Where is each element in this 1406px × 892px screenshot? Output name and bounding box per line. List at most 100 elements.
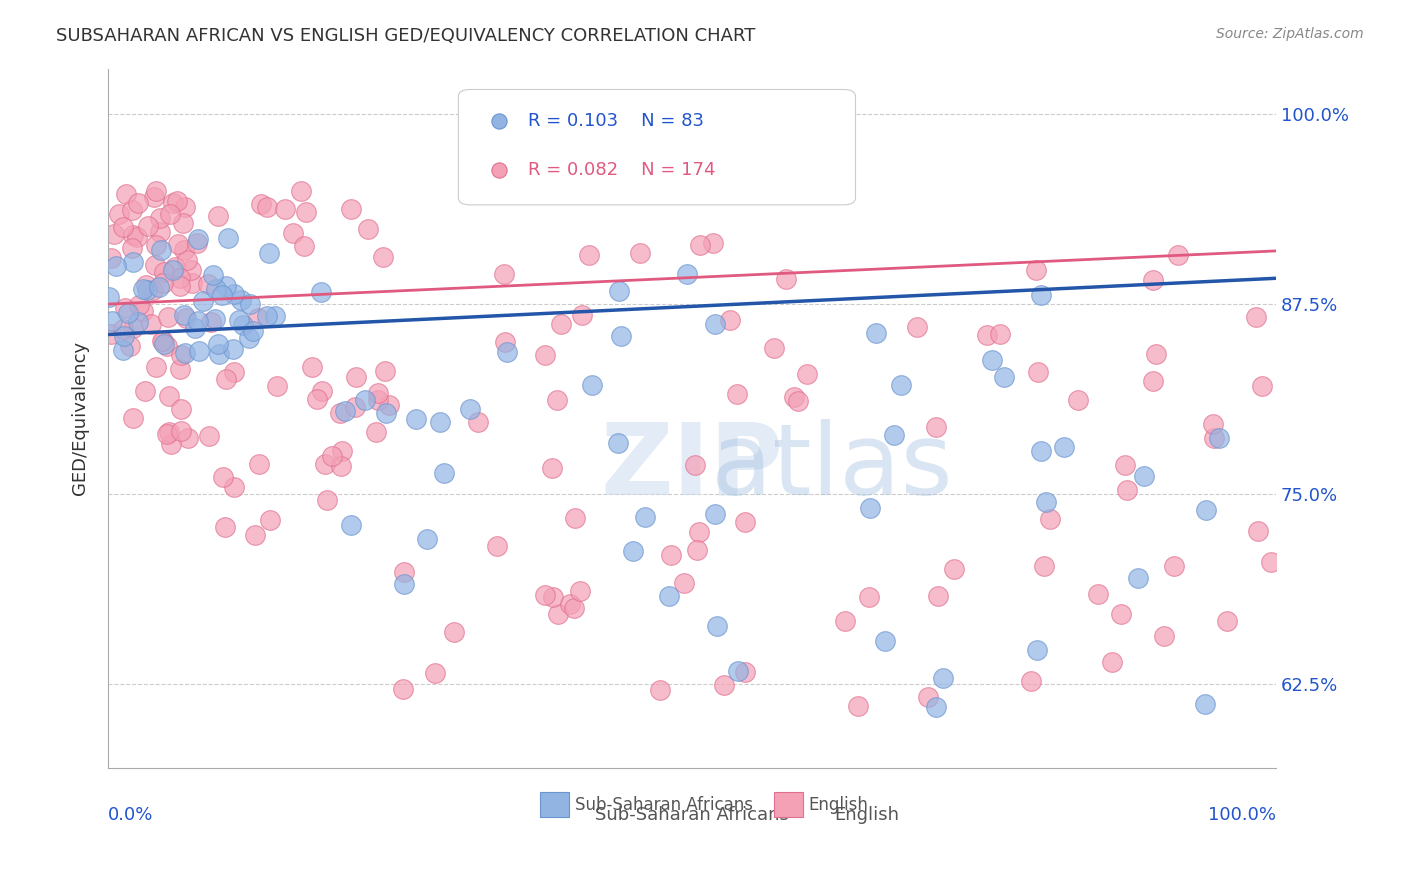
- Point: [607, 436, 630, 450]
- Point: [115, 186, 138, 201]
- Point: [467, 415, 489, 429]
- Point: [1019, 674, 1042, 689]
- Point: [1101, 655, 1123, 669]
- Point: [149, 243, 172, 257]
- Point: [688, 525, 710, 540]
- Point: [562, 600, 585, 615]
- Point: [685, 458, 707, 473]
- Point: [488, 221, 510, 235]
- Point: [222, 342, 245, 356]
- Point: [301, 360, 323, 375]
- Point: [315, 493, 337, 508]
- Point: [423, 665, 446, 680]
- Point: [174, 346, 197, 360]
- Point: [162, 263, 184, 277]
- Point: [165, 260, 187, 274]
- Point: [314, 457, 336, 471]
- Point: [259, 514, 281, 528]
- Point: [247, 458, 270, 472]
- Point: [364, 425, 387, 439]
- Point: [344, 369, 367, 384]
- Point: [932, 671, 955, 685]
- Point: [176, 252, 198, 267]
- Point: [142, 283, 165, 297]
- Point: [264, 309, 287, 323]
- Point: [834, 615, 856, 629]
- Point: [207, 210, 229, 224]
- Point: [443, 625, 465, 640]
- Point: [1142, 374, 1164, 388]
- Point: [197, 277, 219, 292]
- Point: [127, 195, 149, 210]
- Point: [184, 321, 207, 335]
- Point: [988, 326, 1011, 341]
- Point: [718, 313, 741, 327]
- Point: [883, 428, 905, 442]
- Point: [191, 293, 214, 308]
- Point: [993, 370, 1015, 384]
- Point: [1039, 512, 1062, 526]
- Point: [215, 279, 238, 293]
- Point: [159, 207, 181, 221]
- Point: [180, 263, 202, 277]
- Point: [1033, 558, 1056, 573]
- Point: [763, 342, 786, 356]
- Point: [1201, 417, 1223, 431]
- Point: [623, 544, 645, 558]
- Point: [706, 619, 728, 633]
- Point: [1025, 643, 1047, 657]
- Point: [569, 584, 592, 599]
- Point: [214, 372, 236, 386]
- Point: [492, 267, 515, 281]
- Point: [1216, 614, 1239, 628]
- Point: [152, 334, 174, 349]
- Bar: [773, 792, 803, 817]
- Point: [169, 362, 191, 376]
- Point: [927, 589, 949, 603]
- Point: [796, 367, 818, 381]
- Point: [208, 347, 231, 361]
- Point: [152, 334, 174, 348]
- Point: [1167, 248, 1189, 262]
- Point: [727, 664, 749, 678]
- Point: [571, 309, 593, 323]
- Point: [97, 290, 120, 304]
- Point: [578, 248, 600, 262]
- Point: [243, 527, 266, 541]
- Point: [134, 384, 156, 399]
- Point: [155, 426, 177, 441]
- Point: [122, 255, 145, 269]
- Point: [433, 466, 456, 480]
- Point: [1114, 458, 1136, 472]
- Point: [122, 411, 145, 425]
- Point: [246, 311, 269, 326]
- Point: [875, 634, 897, 648]
- Point: [676, 267, 699, 281]
- Point: [145, 184, 167, 198]
- Point: [256, 310, 278, 324]
- Point: [127, 315, 149, 329]
- Point: [1153, 629, 1175, 643]
- Point: [392, 682, 415, 697]
- Point: [378, 398, 401, 412]
- Point: [943, 561, 966, 575]
- Point: [162, 195, 184, 210]
- Point: [173, 308, 195, 322]
- Point: [1133, 468, 1156, 483]
- Point: [122, 320, 145, 334]
- Point: [980, 352, 1002, 367]
- Point: [121, 241, 143, 255]
- Point: [231, 293, 253, 307]
- Point: [167, 236, 190, 251]
- Point: [333, 404, 356, 418]
- Point: [558, 597, 581, 611]
- Point: [160, 437, 183, 451]
- Point: [131, 281, 153, 295]
- Text: Source: ZipAtlas.com: Source: ZipAtlas.com: [1216, 27, 1364, 41]
- Point: [145, 360, 167, 375]
- Point: [152, 277, 174, 291]
- Point: [890, 377, 912, 392]
- Point: [136, 283, 159, 297]
- Point: [1195, 503, 1218, 517]
- Point: [100, 327, 122, 342]
